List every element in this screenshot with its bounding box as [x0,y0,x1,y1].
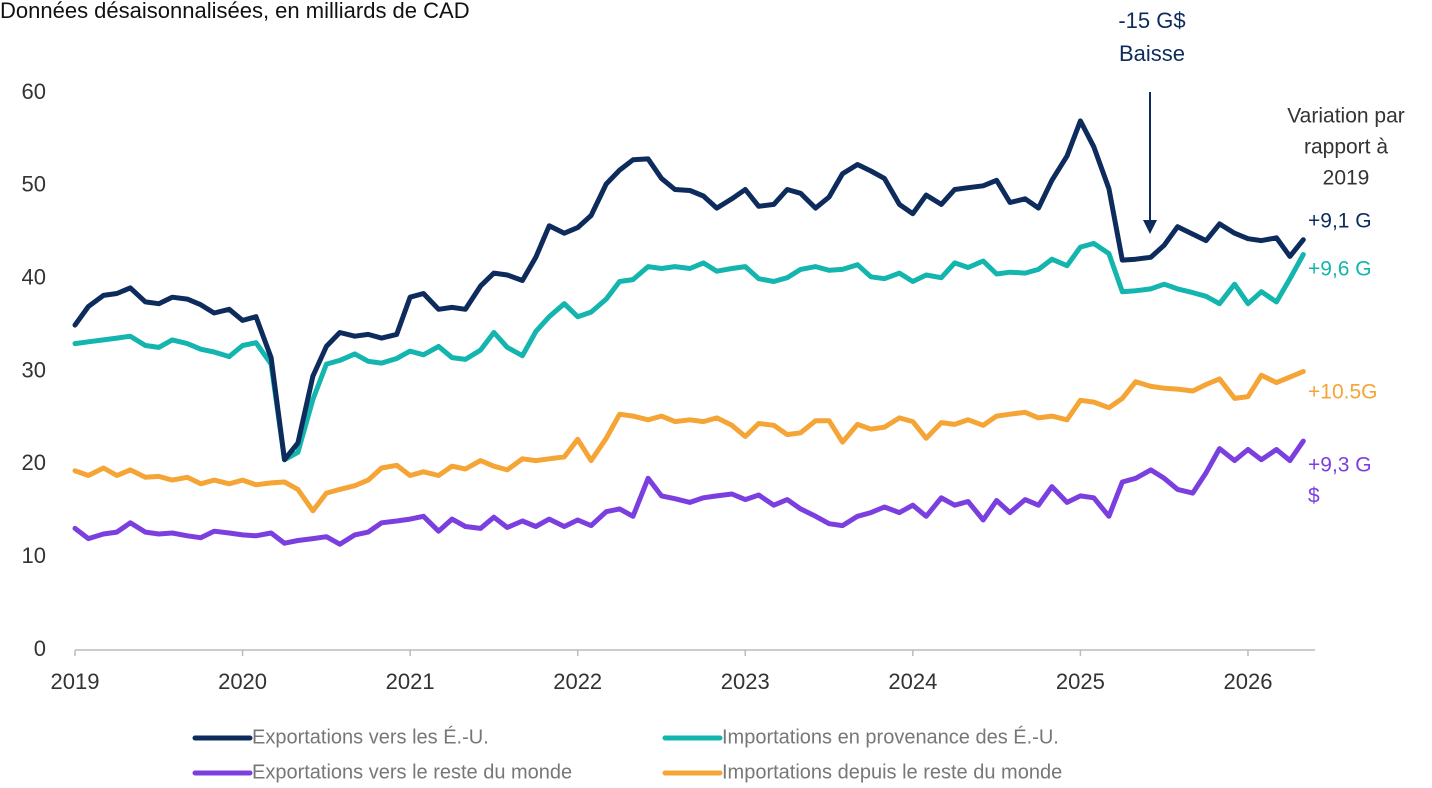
y-tick-label: 20 [22,450,46,475]
annotation-arrowhead [1143,220,1157,234]
change-header: rapport à [1304,136,1388,159]
change-label: +9,3 G [1308,454,1372,477]
change-header: 2019 [1323,167,1370,190]
x-tick-label: 2026 [1223,669,1272,694]
y-tick-label: 30 [22,357,46,382]
y-tick-label: 40 [22,264,46,289]
x-tick-label: 2022 [553,669,602,694]
legend-label: Exportations vers le reste du monde [252,761,572,783]
x-tick-label: 2024 [888,669,937,694]
series-line [72,240,1306,463]
y-tick-label: 50 [22,172,46,197]
x-tick-label: 2025 [1056,669,1105,694]
chart-subtitle: Données désaisonnalisées, en milliards d… [0,0,470,23]
change-label: $ [1308,485,1320,508]
legend-label: Importations en provenance des É.-U. [722,725,1059,748]
legend-label: Exportations vers les É.-U. [252,725,489,748]
x-tick-label: 2023 [721,669,770,694]
change-label: +9,1 G [1308,210,1372,233]
series-line [72,369,1306,514]
change-header: Variation par [1287,105,1405,128]
annotation: Baisse [1119,41,1185,66]
series-line [72,118,1306,463]
x-tick-label: 2019 [51,669,100,694]
y-tick-label: 0 [34,636,46,661]
change-label: +10.5G [1308,381,1377,404]
series-line [72,438,1306,547]
y-tick-label: 60 [22,79,46,104]
y-tick-label: 10 [22,543,46,568]
legend-label: Importations depuis le reste du monde [722,761,1062,783]
annotation: -15 G$ [1118,8,1185,33]
x-tick-label: 2021 [386,669,435,694]
change-label: +9,6 G [1308,258,1372,281]
x-tick-label: 2020 [218,669,267,694]
